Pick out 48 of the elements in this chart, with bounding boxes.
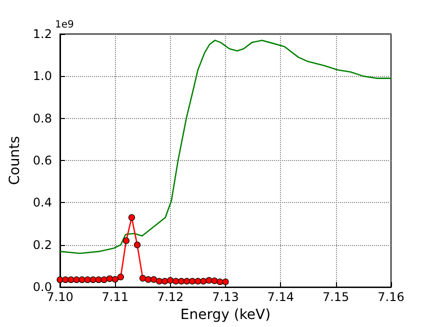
line-series — [59, 40, 392, 254]
point — [184, 278, 190, 284]
x-tick-label: 7.10 — [46, 290, 74, 304]
point — [162, 278, 168, 284]
point — [62, 276, 69, 284]
point — [216, 278, 224, 286]
point — [156, 278, 163, 284]
point — [56, 276, 64, 284]
y-axis-title: Counts — [7, 136, 23, 185]
point — [128, 214, 136, 221]
point — [106, 275, 113, 282]
y-tick-label: 1.2 — [32, 27, 52, 41]
point — [211, 277, 218, 284]
point — [122, 237, 130, 244]
y-tick-label: 0.4 — [32, 196, 52, 210]
point — [90, 276, 96, 284]
x-tick-label: 7.12 — [156, 290, 184, 304]
x-tick-label: 7.15 — [322, 290, 350, 304]
y-tick-label: 0.8 — [32, 111, 52, 126]
point — [150, 276, 158, 283]
point — [117, 274, 124, 280]
point — [189, 278, 196, 284]
point — [200, 278, 207, 284]
y-tick-label: 0.2 — [32, 238, 52, 252]
point — [178, 278, 185, 284]
point — [139, 274, 146, 282]
point — [167, 277, 174, 284]
point — [222, 278, 229, 286]
point — [206, 277, 212, 284]
text: 1e9 — [55, 20, 74, 30]
x-tick-label: 7.14 — [267, 290, 294, 304]
point — [172, 278, 180, 284]
point — [112, 276, 118, 283]
point — [100, 276, 108, 284]
point — [144, 276, 152, 283]
y-tick-label: 0.6 — [32, 154, 52, 168]
point — [73, 276, 80, 284]
point — [84, 276, 91, 284]
point — [134, 242, 141, 248]
x-tick-label: 7.13 — [212, 290, 239, 304]
point — [68, 276, 74, 284]
x-tick-label: 7.16 — [378, 290, 404, 304]
x-tick-label: 7.11 — [102, 290, 129, 304]
x-axis-title: Energy (keV) — [180, 307, 271, 323]
point — [95, 276, 102, 284]
y-tick-label: 1.0 — [32, 69, 52, 84]
point — [194, 278, 202, 284]
point — [78, 276, 86, 284]
